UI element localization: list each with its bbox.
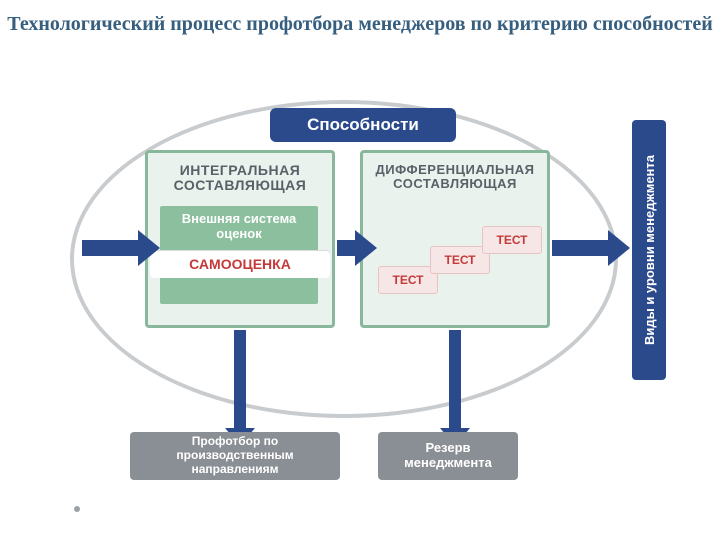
side-management-types: Виды и уровни менеджмента (632, 120, 666, 380)
box-prof-selection: Профотбор по производственным направлени… (130, 432, 340, 480)
arrow-right-icon (82, 230, 160, 266)
arrow-down-icon (225, 330, 255, 448)
page-title: Технологический процесс профотбора менед… (0, 12, 720, 37)
banner-label: Способности (307, 115, 419, 135)
self-assessment-label: САМООЦЕНКА (189, 256, 291, 272)
test-badge: ТЕСТ (430, 246, 490, 274)
self-assessment-strip: САМООЦЕНКА (150, 250, 330, 278)
inner-external-label: Внешняя система оценок (160, 212, 318, 242)
bullet-icon (74, 506, 80, 512)
side-management-label: Виды и уровни менеджмента (642, 155, 657, 345)
panel-integral-title: ИНТЕГРАЛЬНАЯ СОСТАВЛЯЮЩАЯ (156, 163, 324, 194)
box-reserve-label: Резерв менеджмента (386, 441, 510, 471)
arrow-down-icon (440, 330, 470, 448)
box-prof-selection-label: Профотбор по производственным направлени… (138, 435, 332, 476)
test-badge: ТЕСТ (378, 266, 438, 294)
banner-abilities: Способности (270, 108, 456, 142)
box-reserve: Резерв менеджмента (378, 432, 518, 480)
panel-differential-title: ДИФФЕРЕНЦИАЛЬНАЯ СОСТАВЛЯЮЩАЯ (371, 163, 539, 192)
test-badge: ТЕСТ (482, 226, 542, 254)
arrow-right-icon (337, 230, 377, 266)
arrow-right-icon (552, 230, 630, 266)
